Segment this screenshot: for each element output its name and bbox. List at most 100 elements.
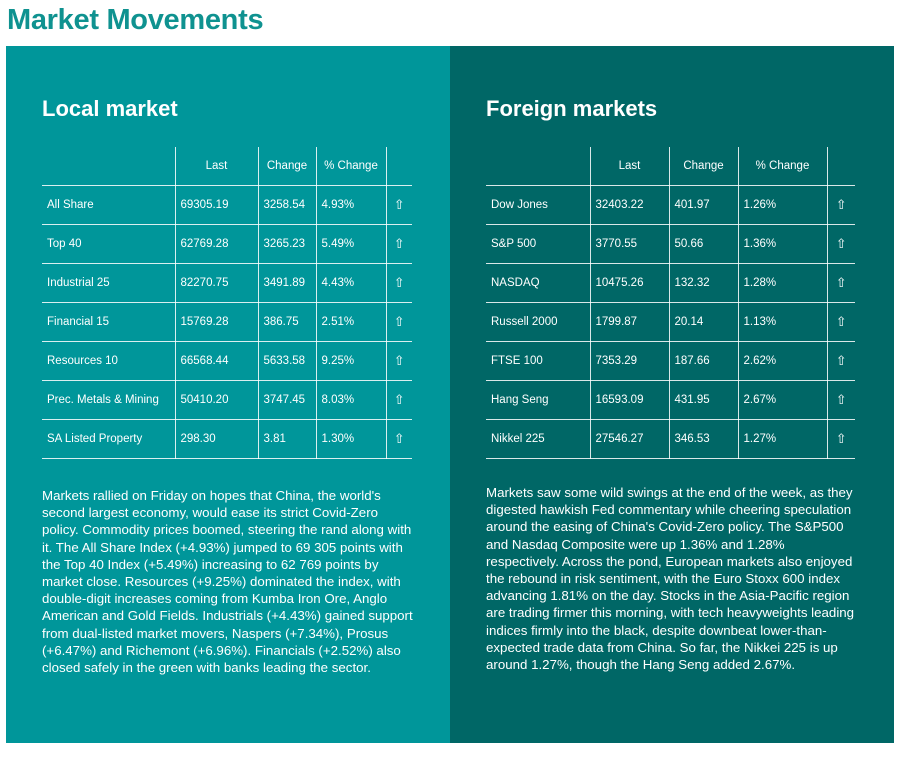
percent-change: 8.03% [315,380,387,420]
percent-change: 1.28% [737,263,828,303]
column-header: % Change [737,147,828,186]
table-row: Hang Seng 16593.09 431.95 2.67% ⇧ [486,380,855,420]
percent-change: 1.36% [737,224,828,264]
up-arrow-icon: ⇧ [826,224,855,264]
last-value: 66568.44 [174,341,259,381]
last-value: 50410.20 [174,380,259,420]
index-name: SA Listed Property [42,419,176,459]
change-value: 3258.54 [257,185,317,225]
foreign-markets-heading: Foreign markets [486,96,658,121]
last-value: 7353.29 [589,341,670,381]
percent-change: 4.93% [315,185,387,225]
up-arrow-icon: ⇧ [826,302,855,342]
change-value: 3747.45 [257,380,317,420]
local-market-panel: Local market Last Change% Change All Share… [6,46,450,743]
table-header-row: Last Change% Change [42,147,412,186]
foreign-markets-table: Last Change% Change Dow Jones 32403.22 401.9… [486,147,855,459]
page-title: Market Movements [7,4,264,36]
up-arrow-icon: ⇧ [385,185,412,225]
change-value: 346.53 [668,419,739,459]
index-name: S&P 500 [486,224,591,264]
table-row: FTSE 100 7353.29 187.66 2.62% ⇧ [486,341,855,381]
table-row: NASDAQ 10475.26 132.32 1.28% ⇧ [486,263,855,303]
up-arrow-icon: ⇧ [385,302,412,342]
table-row: Prec. Metals & Mining 50410.20 3747.45 8.03… [42,380,412,420]
up-arrow-icon: ⇧ [826,341,855,381]
index-name: Financial 15 [42,302,176,342]
last-value: 10475.26 [589,263,670,303]
last-value: 82270.75 [174,263,259,303]
table-row: All Share 69305.19 3258.54 4.93% ⇧ [42,185,412,225]
percent-change: 1.30% [315,419,387,459]
up-arrow-icon: ⇧ [385,419,412,459]
change-value: 20.14 [668,302,739,342]
up-arrow-icon: ⇧ [826,419,855,459]
table-row: Financial 15 15769.28 386.75 2.51% ⇧ [42,302,412,342]
table-row: Industrial 25 82270.75 3491.89 4.43% ⇧ [42,263,412,303]
percent-change: 1.27% [737,419,828,459]
last-value: 1799.87 [589,302,670,342]
index-name: Prec. Metals & Mining [42,380,176,420]
table-row: SA Listed Property 298.30 3.81 1.30% ⇧ [42,419,412,459]
last-value: 69305.19 [174,185,259,225]
change-value: 386.75 [257,302,317,342]
change-value: 3265.23 [257,224,317,264]
index-name: Russell 2000 [486,302,591,342]
local-market-heading: Local market [42,96,178,121]
percent-change: 1.13% [737,302,828,342]
change-value: 431.95 [668,380,739,420]
up-arrow-icon: ⇧ [385,224,412,264]
table-row: Russell 2000 1799.87 20.14 1.13% ⇧ [486,302,855,342]
index-name: NASDAQ [486,263,591,303]
table-row: Resources 10 66568.44 5633.58 9.25% ⇧ [42,341,412,381]
table-row: Dow Jones 32403.22 401.97 1.26% ⇧ [486,185,855,225]
column-header: Change [668,147,739,186]
table-row: Top 40 62769.28 3265.23 5.49% ⇧ [42,224,412,264]
foreign-markets-panel: Foreign markets Last Change% Change Dow Jo… [450,46,894,743]
change-value: 3.81 [257,419,317,459]
local-market-commentary: Markets rallied on Friday on hopes that … [42,488,413,676]
table-row: Nikkel 225 27546.27 346.53 1.27% ⇧ [486,419,855,459]
column-header: Last [174,147,259,186]
last-value: 32403.22 [589,185,670,225]
percent-change: 1.26% [737,185,828,225]
change-value: 132.32 [668,263,739,303]
index-name: Resources 10 [42,341,176,381]
percent-change: 4.43% [315,263,387,303]
index-name: Industrial 25 [42,263,176,303]
last-value: 62769.28 [174,224,259,264]
up-arrow-icon: ⇧ [385,380,412,420]
change-value: 187.66 [668,341,739,381]
index-name: Top 40 [42,224,176,264]
index-name: Nikkel 225 [486,419,591,459]
column-header: Change [257,147,317,186]
percent-change: 2.67% [737,380,828,420]
index-name: Dow Jones [486,185,591,225]
column-header: Last [589,147,670,186]
up-arrow-icon: ⇧ [826,263,855,303]
last-value: 16593.09 [589,380,670,420]
up-arrow-icon: ⇧ [826,185,855,225]
percent-change: 9.25% [315,341,387,381]
index-name: Hang Seng [486,380,591,420]
last-value: 3770.55 [589,224,670,264]
table-header-row: Last Change% Change [486,147,855,186]
change-value: 401.97 [668,185,739,225]
column-header: % Change [315,147,387,186]
header-blank-cell [385,147,412,186]
last-value: 298.30 [174,419,259,459]
change-value: 5633.58 [257,341,317,381]
change-value: 50.66 [668,224,739,264]
up-arrow-icon: ⇧ [385,341,412,381]
table-row: S&P 500 3770.55 50.66 1.36% ⇧ [486,224,855,264]
index-name: All Share [42,185,176,225]
header-blank-cell [826,147,855,186]
change-value: 3491.89 [257,263,317,303]
local-market-table: Last Change% Change All Share 69305.19 3258.… [42,147,412,459]
percent-change: 2.51% [315,302,387,342]
up-arrow-icon: ⇧ [826,380,855,420]
percent-change: 5.49% [315,224,387,264]
header-blank-cell [42,147,176,186]
foreign-markets-commentary: Markets saw some wild swings at the end … [486,485,855,673]
last-value: 27546.27 [589,419,670,459]
